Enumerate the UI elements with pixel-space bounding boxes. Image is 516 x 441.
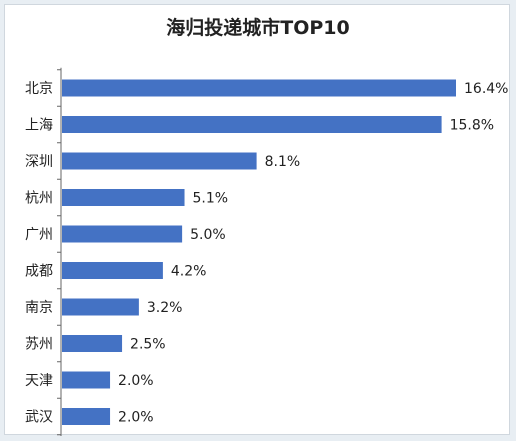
data-label: 4.2% bbox=[171, 264, 207, 280]
bar bbox=[62, 371, 111, 389]
bar bbox=[62, 79, 456, 97]
bar bbox=[62, 262, 163, 279]
data-label: 15.8% bbox=[450, 118, 494, 134]
bar bbox=[62, 152, 257, 170]
bar bbox=[62, 335, 123, 352]
chart-frame: 海归投递城市TOP10 北京 16.4% 上海 15.8% 深圳 8.1% 杭州 5.1% 广州… bbox=[4, 4, 510, 436]
bar bbox=[62, 116, 442, 133]
data-label: 2.5% bbox=[130, 337, 166, 353]
category-label: 北京 bbox=[25, 81, 53, 97]
chart-title: 海归投递城市TOP10 bbox=[166, 17, 350, 39]
category-label: 上海 bbox=[25, 118, 53, 134]
bar bbox=[62, 189, 185, 206]
category-label: 成都 bbox=[25, 264, 53, 280]
data-label: 3.2% bbox=[147, 300, 183, 316]
data-label: 2.0% bbox=[118, 373, 154, 389]
category-label: 深圳 bbox=[25, 154, 53, 170]
bar bbox=[62, 298, 139, 316]
data-label: 2.0% bbox=[118, 410, 154, 426]
data-label: 5.1% bbox=[193, 191, 229, 207]
bar-chart: 北京 16.4% 上海 15.8% 深圳 8.1% 杭州 5.1% 广州 5.0% 成都 4.2% 南京… bbox=[25, 67, 508, 436]
data-label: 8.1% bbox=[265, 154, 301, 170]
category-label: 武汉 bbox=[25, 410, 53, 426]
bar bbox=[62, 408, 111, 425]
category-label: 广州 bbox=[25, 227, 53, 243]
data-label: 16.4% bbox=[464, 81, 508, 97]
category-label: 天津 bbox=[25, 373, 53, 389]
data-label: 5.0% bbox=[190, 227, 226, 243]
category-label: 南京 bbox=[25, 300, 53, 316]
category-label: 杭州 bbox=[25, 191, 53, 207]
bar bbox=[62, 225, 183, 243]
category-label: 苏州 bbox=[25, 337, 53, 353]
